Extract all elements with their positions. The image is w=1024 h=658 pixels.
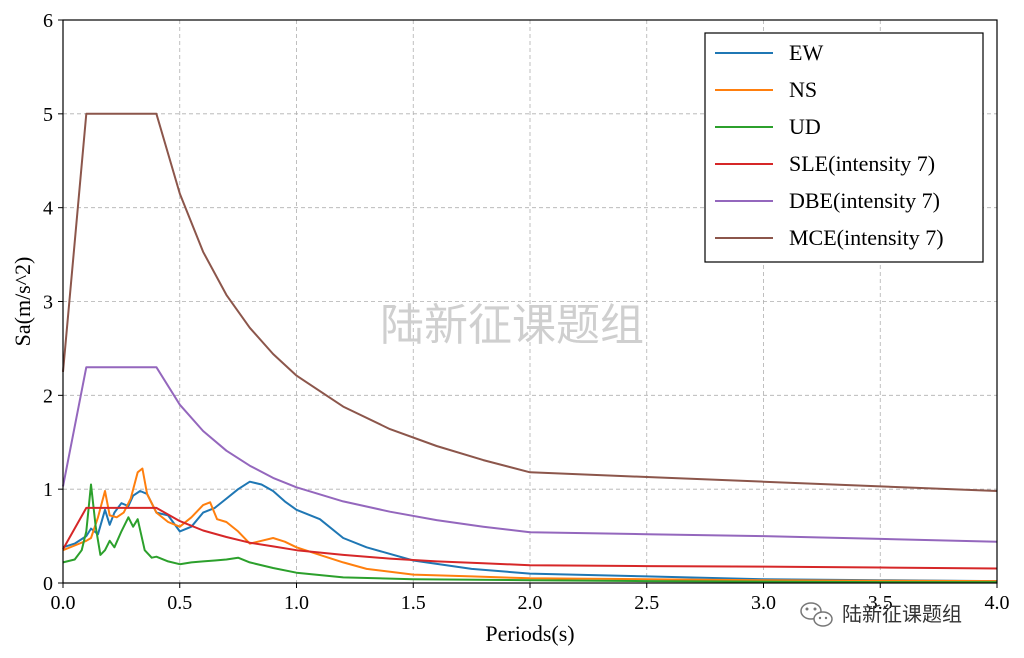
x-tick-label: 2.0 [518, 592, 543, 614]
series-line [62, 112, 998, 492]
corner-watermark: 陆新征课题组 [800, 602, 962, 627]
x-tick-label: 4.0 [985, 592, 1010, 614]
y-tick-label: 4 [43, 198, 53, 220]
wechat-icon [800, 602, 833, 627]
legend-label: NS [789, 77, 817, 102]
y-tick-label: 3 [43, 292, 53, 314]
y-axis-label: Sa(m/s^2) [10, 257, 35, 347]
corner-watermark-text: 陆新征课题组 [842, 602, 962, 626]
x-tick-label: 0.5 [167, 592, 192, 614]
series-line [62, 467, 998, 583]
legend-label: UD [789, 114, 821, 139]
x-tick-label: 2.5 [634, 592, 659, 614]
series-line [62, 366, 998, 543]
x-tick-label: 0.0 [51, 592, 76, 614]
series-line [62, 506, 998, 570]
x-tick-label: 1.5 [401, 592, 426, 614]
x-axis-label: Periods(s) [485, 621, 574, 646]
series-line [62, 483, 997, 584]
legend: EW NS UD SLE(intensity 7) DBE(intensity 7) MC… [704, 32, 984, 263]
series-lines [62, 112, 998, 584]
y-tick-label: 0 [43, 573, 53, 595]
legend-label: EW [789, 40, 823, 65]
legend-label: SLE(intensity 7) [789, 151, 935, 176]
y-tick-label: 2 [43, 385, 53, 407]
legend-box [704, 32, 984, 263]
legend-label: MCE(intensity 7) [789, 225, 944, 250]
y-tick-label: 1 [43, 479, 53, 501]
series-line [62, 480, 998, 583]
x-tick-label: 3.5 [868, 592, 893, 614]
x-tick-label: 3.0 [751, 592, 776, 614]
y-tick-label: 5 [43, 104, 53, 126]
y-tick-label: 6 [43, 10, 53, 32]
watermark-text: 陆新征课题组 [380, 300, 644, 351]
axis-ticks: 0.0 0.5 1.0 1.5 2.0 2.5 3.0 3.5 4.0 0 1 2 3 4 5 6 [43, 10, 1010, 614]
legend-label: DBE(intensity 7) [789, 188, 940, 213]
x-tick-label: 1.0 [284, 592, 309, 614]
